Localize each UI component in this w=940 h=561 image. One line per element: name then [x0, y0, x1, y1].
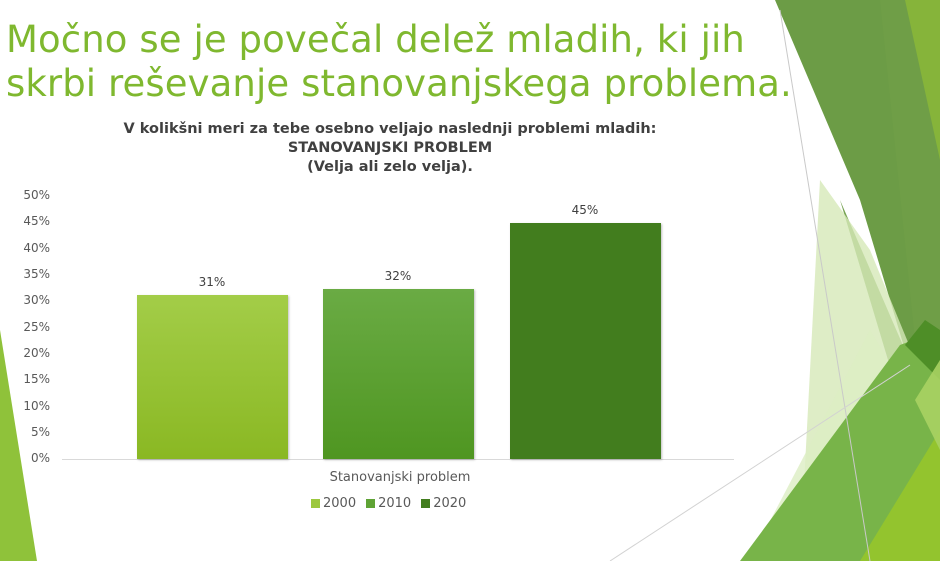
category-label: Stanovanjski problem — [329, 470, 471, 485]
y-tick: 10% — [23, 399, 50, 413]
legend-swatch-2010 — [366, 499, 376, 508]
y-tick: 20% — [23, 346, 50, 360]
legend-label-2010: 2010 — [378, 496, 412, 511]
slide-title-line-1: Močno se je povečal delež mladih, ki jih — [6, 18, 745, 61]
bar-2010 — [323, 289, 474, 459]
bar-label-2010: 32% — [384, 269, 412, 283]
y-tick: 5% — [30, 425, 50, 439]
legend-swatch-2000 — [311, 499, 320, 508]
y-tick: 15% — [23, 372, 50, 386]
chart-legend: 2000 2010 2020 — [311, 496, 466, 511]
y-tick: 45% — [23, 214, 50, 228]
chart-subtitle-2: (Velja ali zelo velja). — [307, 159, 473, 175]
y-tick: 40% — [23, 241, 50, 255]
slide-title: Močno se je povečal delež mladih, ki jih… — [6, 18, 792, 106]
y-tick: 35% — [23, 267, 50, 281]
y-tick: 25% — [23, 320, 50, 334]
legend-item-2010: 2010 — [366, 496, 411, 511]
slide-title-line-2: skrbi reševanje stanovanjskega problema. — [6, 62, 792, 105]
legend-label-2000: 2000 — [323, 496, 357, 511]
legend-item-2020: 2020 — [421, 496, 466, 511]
bar-2000 — [137, 295, 288, 459]
chart-subtitle-1: STANOVANJSKI PROBLEM — [287, 140, 493, 156]
bar-label-2020: 45% — [571, 203, 599, 217]
bar-2020 — [510, 223, 661, 459]
x-axis-line — [62, 459, 734, 460]
left-accent-triangle — [0, 330, 37, 561]
y-tick: 0% — [30, 451, 50, 465]
chart-title: V kolikšni meri za tebe osebno veljajo n… — [100, 120, 680, 177]
bar-label-2000: 31% — [198, 275, 226, 289]
y-tick: 30% — [23, 293, 50, 307]
chart-title-main: V kolikšni meri za tebe osebno veljajo n… — [123, 121, 657, 137]
y-tick: 50% — [23, 188, 50, 202]
legend-swatch-2020 — [421, 499, 431, 508]
legend-item-2000: 2000 — [311, 496, 356, 511]
legend-label-2020: 2020 — [433, 496, 467, 511]
